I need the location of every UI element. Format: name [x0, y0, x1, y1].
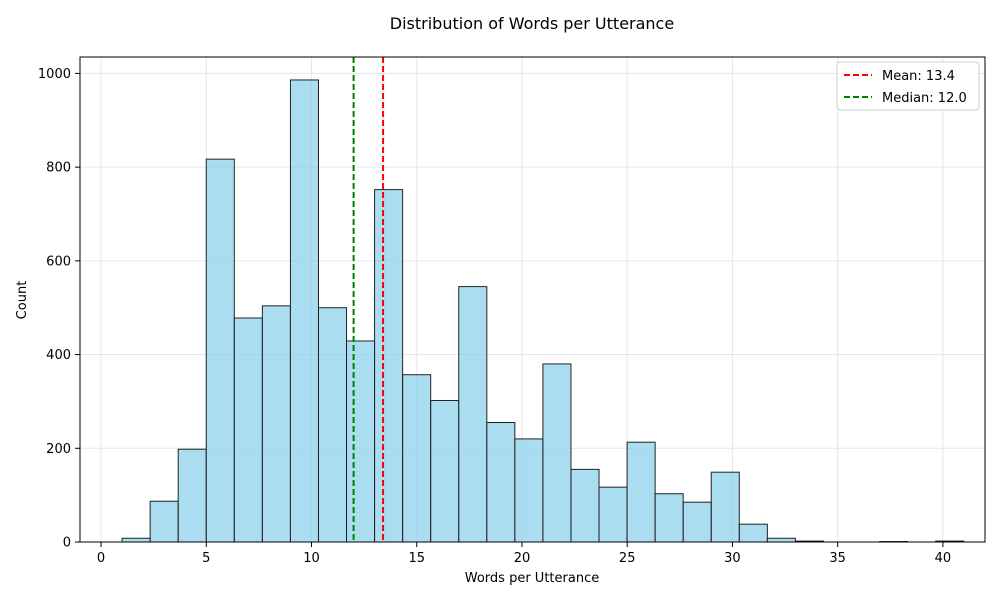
histogram-bar [121, 537, 151, 543]
histogram-bar [402, 374, 432, 543]
y-tick-label: 200 [46, 442, 71, 457]
histogram-bar [682, 501, 712, 543]
x-axis-ticks: 0 5 10 15 20 25 30 35 40 [97, 542, 951, 566]
y-tick-label: 0 [63, 536, 71, 551]
y-axis-label: Count [15, 281, 30, 320]
histogram-bar [654, 493, 684, 543]
x-tick-label: 15 [408, 551, 425, 566]
histogram-bar [149, 500, 179, 543]
x-axis-label: Words per Utterance [465, 571, 599, 586]
x-tick-label: 5 [202, 551, 210, 566]
legend-mean-label: Mean: 13.4 [882, 69, 955, 84]
x-tick-label: 40 [935, 551, 952, 566]
y-tick-label: 1000 [38, 67, 71, 82]
histogram-bar [346, 340, 376, 543]
legend-median-label: Median: 12.0 [882, 91, 967, 106]
x-tick-label: 30 [724, 551, 741, 566]
legend: Mean: 13.4 Median: 12.0 [836, 61, 980, 111]
y-tick-label: 400 [46, 348, 71, 363]
x-tick-label: 10 [303, 551, 320, 566]
histogram-bar [542, 363, 572, 543]
histogram-bar [317, 307, 348, 543]
histogram-bar [738, 523, 768, 543]
histogram-bar [261, 305, 291, 543]
x-tick-label: 35 [829, 551, 846, 566]
legend-box [836, 61, 980, 111]
histogram-bars [121, 79, 965, 543]
histogram-bar [626, 441, 656, 543]
x-tick-label: 25 [619, 551, 636, 566]
x-tick-label: 20 [514, 551, 531, 566]
histogram-bar [177, 448, 207, 543]
histogram-bar [710, 471, 740, 543]
y-tick-label: 600 [46, 254, 71, 269]
chart-title: Distribution of Words per Utterance [390, 14, 674, 33]
histogram-bar [430, 399, 460, 543]
histogram-bar [374, 189, 404, 543]
plot-frame [79, 56, 986, 543]
y-axis-ticks: 0 200 400 600 800 1000 [38, 67, 80, 551]
histogram-bar [766, 537, 796, 543]
histogram-bar [289, 79, 319, 543]
histogram-bar [205, 158, 235, 543]
histogram-bar [233, 317, 263, 543]
histogram-bar [514, 438, 544, 543]
histogram-bar [598, 486, 628, 543]
x-tick-label: 0 [97, 551, 105, 566]
histogram-bar [570, 468, 600, 543]
histogram-bar [486, 422, 516, 543]
histogram-bar [458, 286, 488, 543]
y-tick-label: 800 [46, 161, 71, 176]
